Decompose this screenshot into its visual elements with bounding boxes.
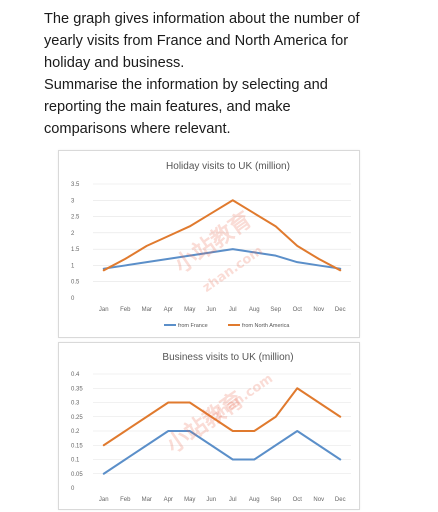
y-tick-label: 0.1 xyxy=(71,458,80,464)
series-line-france xyxy=(102,248,342,270)
y-tick-label: 0 xyxy=(71,486,75,492)
y-tick-label: 1.5 xyxy=(71,247,80,253)
x-tick-label: Feb xyxy=(120,307,131,313)
x-tick-label: Mar xyxy=(142,307,152,313)
legend-label: from France xyxy=(178,323,208,329)
prompt-line: yearly visits from France and North Amer… xyxy=(44,33,349,49)
chart-title: Holiday visits to UK (million) xyxy=(166,161,290,172)
y-tick-label: 3 xyxy=(71,198,75,204)
series-line-france xyxy=(102,430,342,475)
y-tick-label: 0.5 xyxy=(71,280,80,286)
x-tick-label: Oct xyxy=(293,307,303,313)
x-tick-label: Sep xyxy=(270,307,281,313)
x-tick-label: Sep xyxy=(270,497,281,503)
y-tick-label: 0.25 xyxy=(71,415,83,421)
y-tick-label: 2 xyxy=(71,231,75,237)
business-visits-chart: Business visits to UK (million) 0 0.05 0.1 0… xyxy=(58,342,360,510)
prompt-line: holiday and business. xyxy=(44,55,185,71)
x-tick-label: Dec xyxy=(335,307,346,313)
x-tick-label: Jul xyxy=(229,307,237,313)
x-tick-label: Mar xyxy=(142,497,152,503)
x-tick-label: May xyxy=(184,307,195,313)
x-tick-label: Aug xyxy=(249,307,260,313)
business-chart-canvas: Business visits to UK (million) 0 0.05 0.1 0… xyxy=(71,352,351,503)
x-tick-label: May xyxy=(184,497,195,503)
prompt-line: Summarise the information by selecting a… xyxy=(44,77,328,93)
x-tick-label: Oct xyxy=(293,497,303,503)
x-tick-label: Jun xyxy=(206,497,216,503)
x-tick-label: Apr xyxy=(164,497,173,503)
chart-title: Business visits to UK (million) xyxy=(162,352,293,363)
y-tick-label: 0.35 xyxy=(71,386,83,392)
y-tick-label: 0.4 xyxy=(71,372,80,378)
y-tick-label: 3.5 xyxy=(71,182,80,188)
x-tick-label: Apr xyxy=(164,307,173,313)
y-tick-label: 0.15 xyxy=(71,443,83,449)
x-tick-label: Jul xyxy=(229,497,237,503)
x-tick-label: Feb xyxy=(120,497,131,503)
prompt-line: reporting the main features, and make xyxy=(44,99,291,115)
x-tick-label: Jan xyxy=(99,497,109,503)
prompt-line: The graph gives information about the nu… xyxy=(44,11,360,27)
holiday-chart-canvas: Holiday visits to UK (million) 0 0.5 1 1.5 2 2… xyxy=(71,161,351,329)
series-line-north-america xyxy=(102,387,342,447)
prompt-line: comparisons where relevant. xyxy=(44,121,231,137)
y-tick-label: 2.5 xyxy=(71,215,80,221)
y-tick-label: 1 xyxy=(71,263,75,269)
x-tick-label: Dec xyxy=(335,497,346,503)
x-tick-label: Nov xyxy=(313,497,324,503)
x-tick-label: Nov xyxy=(313,307,324,313)
series-line-north-america xyxy=(102,199,342,272)
y-tick-label: 0.2 xyxy=(71,429,80,435)
y-tick-label: 0 xyxy=(71,296,75,302)
x-tick-label: Jun xyxy=(206,307,216,313)
y-tick-label: 0.3 xyxy=(71,401,80,407)
legend-label: from North America xyxy=(242,323,290,329)
x-tick-label: Jan xyxy=(99,307,109,313)
y-tick-label: 0.05 xyxy=(71,472,83,478)
x-tick-label: Aug xyxy=(249,497,260,503)
holiday-visits-chart: Holiday visits to UK (million) 0 0.5 1 1.5 2 2… xyxy=(58,150,360,338)
task-prompt: The graph gives information about the nu… xyxy=(44,8,424,140)
